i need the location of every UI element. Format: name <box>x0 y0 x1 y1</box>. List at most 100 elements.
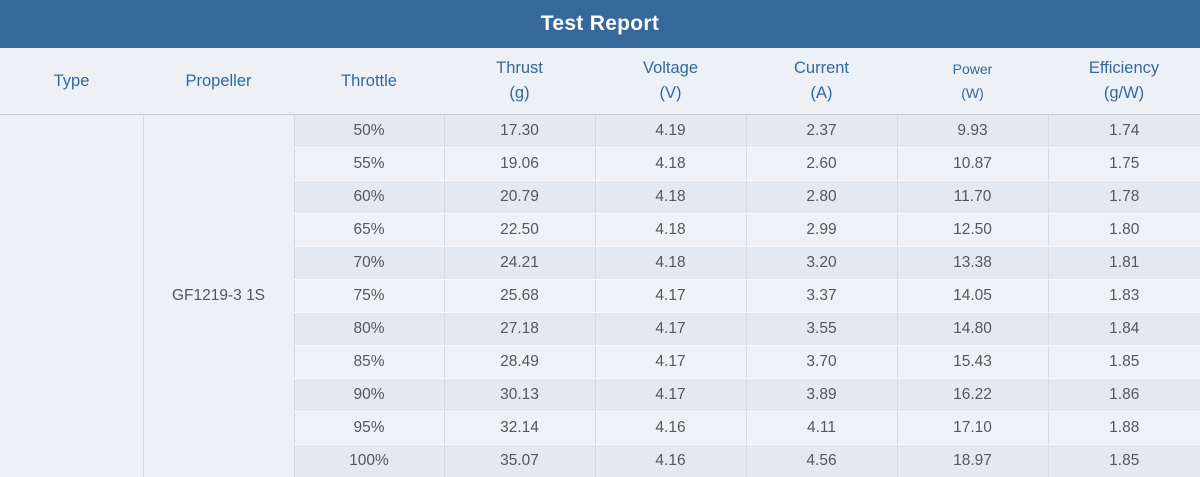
table-row: 60% 20.79 4.18 2.80 11.70 1.78 <box>0 180 1200 214</box>
column-header-current: Current (A) <box>746 48 897 115</box>
thrust-cell: 32.14 <box>443 411 595 445</box>
power-cell: 14.05 <box>896 279 1048 313</box>
test-report-table: Type Propeller Throttle Thrust (g) Voltag… <box>0 48 1200 477</box>
column-label: Current <box>793 59 850 77</box>
current-cell: 4.11 <box>745 411 897 445</box>
thrust-cell: 24.21 <box>443 246 595 280</box>
voltage-cell: 4.18 <box>594 147 746 181</box>
thrust-cell: 20.79 <box>443 180 595 214</box>
throttle-cell: 100% <box>293 444 444 477</box>
efficiency-cell: 1.81 <box>1047 246 1200 280</box>
voltage-cell: 4.16 <box>594 444 746 477</box>
efficiency-cell: 1.86 <box>1047 378 1200 412</box>
header-row: Type Propeller Throttle Thrust (g) Voltag… <box>0 48 1200 115</box>
current-cell: 2.60 <box>745 147 897 181</box>
efficiency-cell: 1.88 <box>1047 411 1200 445</box>
thrust-cell: 35.07 <box>443 444 595 477</box>
thrust-cell: 27.18 <box>443 312 595 346</box>
thrust-cell: 25.68 <box>443 279 595 313</box>
throttle-cell: 65% <box>293 213 444 247</box>
table-row: 90% 30.13 4.17 3.89 16.22 1.86 <box>0 378 1200 412</box>
voltage-cell: 4.18 <box>594 213 746 247</box>
voltage-cell: 4.17 <box>594 345 746 379</box>
table-row: 65% 22.50 4.18 2.99 12.50 1.80 <box>0 213 1200 247</box>
column-unit: (g/W) <box>1103 84 1145 102</box>
report-title: Test Report <box>540 12 660 35</box>
current-cell: 2.37 <box>745 114 897 148</box>
efficiency-cell: 1.83 <box>1047 279 1200 313</box>
power-cell: 15.43 <box>896 345 1048 379</box>
thrust-cell: 28.49 <box>443 345 595 379</box>
propeller-value-cell: GF1219-3 1S <box>142 114 294 477</box>
column-label: Power <box>952 61 993 77</box>
table-row: 70% 24.21 4.18 3.20 13.38 1.81 <box>0 246 1200 280</box>
current-cell: 3.55 <box>745 312 897 346</box>
power-cell: 11.70 <box>896 180 1048 214</box>
table-row: 80% 27.18 4.17 3.55 14.80 1.84 <box>0 312 1200 346</box>
table-row: 95% 32.14 4.16 4.11 17.10 1.88 <box>0 411 1200 445</box>
current-cell: 3.89 <box>745 378 897 412</box>
column-unit: (A) <box>810 84 833 102</box>
efficiency-cell: 1.85 <box>1047 444 1200 477</box>
current-cell: 4.56 <box>745 444 897 477</box>
voltage-cell: 4.19 <box>594 114 746 148</box>
throttle-cell: 80% <box>293 312 444 346</box>
efficiency-cell: 1.74 <box>1047 114 1200 148</box>
table-row: 55% 19.06 4.18 2.60 10.87 1.75 <box>0 147 1200 181</box>
column-label: Voltage <box>642 59 699 77</box>
thrust-cell: 19.06 <box>443 147 595 181</box>
power-cell: 13.38 <box>896 246 1048 280</box>
table-row: GF1219-3 1S 50% 17.30 4.19 2.37 9.93 1.7… <box>0 114 1200 477</box>
efficiency-cell: 1.85 <box>1047 345 1200 379</box>
column-unit: (W) <box>961 85 984 101</box>
power-cell: 9.93 <box>896 114 1048 148</box>
current-cell: 3.20 <box>745 246 897 280</box>
voltage-cell: 4.17 <box>594 378 746 412</box>
power-cell: 16.22 <box>896 378 1048 412</box>
column-label: Thrust <box>496 59 543 77</box>
efficiency-cell: 1.78 <box>1047 180 1200 214</box>
column-unit: (g) <box>509 84 530 102</box>
throttle-cell: 50% <box>293 114 444 148</box>
column-header-type: Type <box>0 48 143 115</box>
voltage-cell: 4.16 <box>594 411 746 445</box>
column-label: Type <box>53 71 90 90</box>
thrust-cell: 22.50 <box>443 213 595 247</box>
current-cell: 3.70 <box>745 345 897 379</box>
efficiency-cell: 1.75 <box>1047 147 1200 181</box>
voltage-cell: 4.17 <box>594 312 746 346</box>
column-header-voltage: Voltage (V) <box>595 48 746 115</box>
power-cell: 17.10 <box>896 411 1048 445</box>
thrust-cell: 30.13 <box>443 378 595 412</box>
column-label: Efficiency <box>1088 59 1160 77</box>
column-header-efficiency: Efficiency (g/W) <box>1048 48 1200 115</box>
column-header-throttle: Throttle <box>294 48 444 115</box>
column-header-thrust: Thrust (g) <box>444 48 595 115</box>
voltage-cell: 4.18 <box>594 180 746 214</box>
power-cell: 18.97 <box>896 444 1048 477</box>
throttle-cell: 60% <box>293 180 444 214</box>
efficiency-cell: 1.84 <box>1047 312 1200 346</box>
table-row: 85% 28.49 4.17 3.70 15.43 1.85 <box>0 345 1200 379</box>
throttle-cell: 90% <box>293 378 444 412</box>
column-header-power: Power (W) <box>897 48 1048 115</box>
column-header-propeller: Propeller <box>143 48 294 115</box>
thrust-cell: 17.30 <box>443 114 595 148</box>
voltage-cell: 4.18 <box>594 246 746 280</box>
throttle-cell: 95% <box>293 411 444 445</box>
throttle-cell: 75% <box>293 279 444 313</box>
report-title-bar: Test Report <box>0 0 1200 48</box>
voltage-cell: 4.17 <box>594 279 746 313</box>
throttle-cell: 55% <box>293 147 444 181</box>
column-label: Propeller <box>185 71 252 90</box>
power-cell: 12.50 <box>896 213 1048 247</box>
efficiency-cell: 1.80 <box>1047 213 1200 247</box>
power-cell: 14.80 <box>896 312 1048 346</box>
table-row: 75% 25.68 4.17 3.37 14.05 1.83 <box>0 279 1200 313</box>
current-cell: 2.99 <box>745 213 897 247</box>
current-cell: 2.80 <box>745 180 897 214</box>
column-label: Throttle <box>341 71 397 90</box>
type-value-cell <box>0 114 143 477</box>
throttle-cell: 70% <box>293 246 444 280</box>
